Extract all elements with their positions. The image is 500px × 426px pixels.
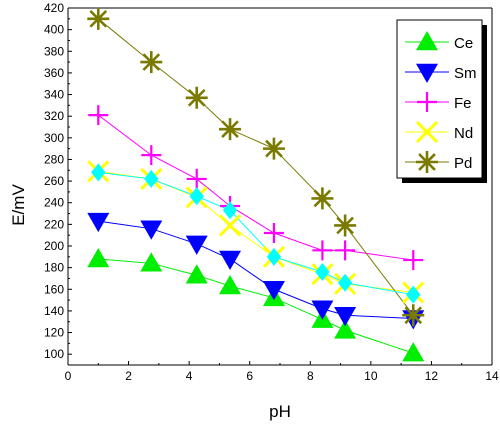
legend-label: Nd [454,125,473,142]
x-tick-label: 6 [246,369,253,383]
x-tick-label: 0 [65,369,72,383]
data-point [140,252,163,272]
data-point [144,169,159,188]
data-point [337,273,353,292]
data-point [315,262,330,281]
y-tick-label: 320 [44,109,64,123]
data-point [185,264,208,284]
x-tick-label: 4 [186,369,193,383]
data-point [406,285,421,304]
y-tick-label: 220 [44,217,64,231]
x-tick-label: 8 [307,369,314,383]
data-point [91,163,106,182]
data-point [402,304,425,327]
legend-label: Sm [454,65,477,82]
y-axis-title: E/mV [9,184,28,226]
x-tick-label: 14 [485,369,499,383]
data-point [262,137,285,160]
data-point [334,214,357,237]
y-tick-label: 100 [44,347,64,361]
x-axis-title: pH [269,402,291,421]
data-point [222,201,238,220]
data-point [266,247,282,266]
y-tick-label: 340 [44,88,64,102]
y-tick-label: 180 [44,261,64,275]
legend-label: Ce [454,35,473,52]
data-point [141,145,162,166]
data-point [311,187,334,210]
legend-marker [416,63,438,83]
y-tick-label: 420 [44,1,64,15]
x-tick-label: 12 [425,369,439,383]
y-tick-label: 360 [44,66,64,80]
y-tick-label: 300 [44,131,64,145]
y-tick-label: 400 [44,23,64,37]
data-point [219,118,242,141]
data-point [185,235,208,255]
data-point [189,187,204,206]
data-point [335,240,356,261]
legend-label: Pd [454,155,472,172]
data-point [262,281,285,301]
data-point [186,168,207,189]
data-point [403,250,424,271]
data-point [87,212,110,233]
data-point [140,220,163,240]
data-point [311,300,334,320]
legend-marker [417,92,437,112]
y-tick-label: 260 [44,174,64,188]
data-point [312,240,333,261]
data-point [219,250,242,270]
y-tick-label: 120 [44,326,64,340]
legend-marker [416,31,438,51]
data-point [334,306,357,327]
legend-marker [415,120,439,144]
data-point [402,342,425,362]
y-tick-label: 380 [44,44,64,58]
x-tick-label: 2 [125,369,132,383]
data-point [87,7,110,30]
y-tick-label: 240 [44,196,64,210]
data-point [87,247,110,268]
y-tick-label: 160 [44,282,64,296]
legend: Ce Sm Fe Nd Pd [396,19,487,183]
data-point [88,105,109,126]
y-tick-label: 140 [44,304,64,318]
legend-box [396,19,483,179]
data-point [263,223,284,244]
data-point [219,275,242,295]
data-point [140,51,163,74]
data-point [218,214,242,237]
legend-label: Fe [454,95,472,112]
legend-marker [416,151,438,173]
data-point [334,319,357,339]
y-tick-label: 200 [44,239,64,253]
y-tick-label: 280 [44,152,64,166]
plot-area: 1001201401601802002202402602803003203403… [44,1,499,383]
data-point [185,86,208,109]
x-tick-label: 10 [364,369,378,383]
